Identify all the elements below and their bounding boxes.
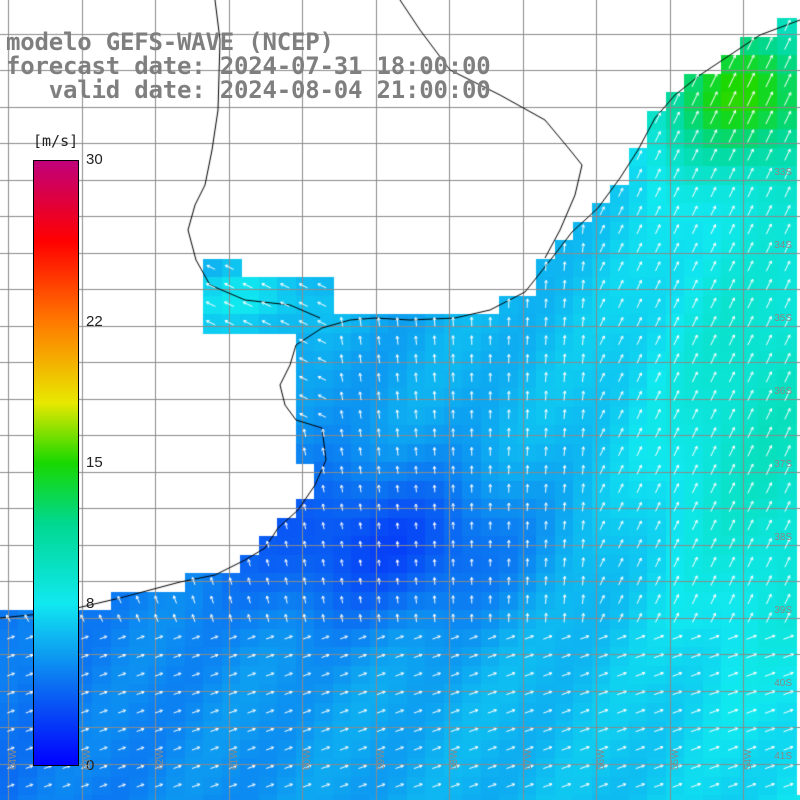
latitude-label: 35S — [774, 313, 792, 324]
latitude-label: 34S — [774, 240, 792, 251]
longitude-label: 61W — [228, 749, 240, 770]
longitude-label: 54W — [743, 749, 754, 770]
longitude-label: 56W — [596, 749, 607, 770]
colorbar-tick-label: 15 — [86, 454, 103, 471]
valid-date: valid date: 2024-08-04 21:00:00 — [6, 76, 491, 104]
longitude-label: 60W — [302, 749, 313, 770]
colorbar-unit: [m/s] — [33, 132, 79, 150]
latitude-label: 39S — [774, 605, 792, 616]
longitude-label: 59W — [375, 749, 387, 770]
latitude-label: 36S — [774, 386, 792, 397]
colorbar-tick-label: 8 — [86, 595, 95, 613]
longitude-label: 63W — [81, 749, 93, 770]
forecast-date: forecast date: 2024-07-31 18:00:00 — [6, 52, 491, 80]
model-name: modelo GEFS-WAVE (NCEP) — [6, 28, 334, 56]
longitude-label: 62W — [155, 749, 166, 770]
latitude-label: 40S — [774, 678, 792, 689]
longitude-label: 64W — [8, 749, 19, 770]
latitude-label: 33S — [774, 167, 792, 178]
longitude-label: 57W — [522, 749, 534, 770]
map-title: modelo GEFS-WAVE (NCEP) forecast date: 2… — [6, 28, 491, 104]
colorbar-tick-label: 30 — [86, 151, 103, 168]
latitude-label: 41S — [774, 751, 792, 762]
latitude-label: 38S — [774, 532, 792, 543]
latitude-label: 37S — [774, 459, 792, 470]
longitude-label: 55W — [669, 749, 681, 770]
colorbar-tick-label: 0 — [86, 757, 95, 774]
longitude-label: 58W — [449, 749, 460, 770]
colorbar — [33, 160, 79, 766]
colorbar-tick-label: 22 — [86, 312, 103, 330]
